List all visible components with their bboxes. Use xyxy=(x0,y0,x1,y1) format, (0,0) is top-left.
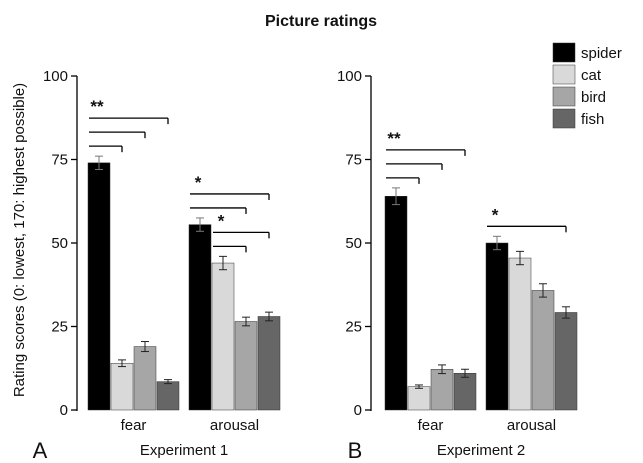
y-tick-label: 100 xyxy=(337,68,362,85)
y-tick-label: 75 xyxy=(51,152,68,169)
chart-title: Picture ratings xyxy=(265,13,377,30)
y-axis-label: Rating scores (0: lowest, 170: highest p… xyxy=(11,83,28,397)
bar-cat-fear xyxy=(110,362,134,411)
legend-label-bird: bird xyxy=(581,89,606,106)
bar-bird-arousal xyxy=(234,321,258,411)
significance-marker: * xyxy=(492,205,499,224)
legend-label-cat: cat xyxy=(581,67,602,84)
bar-spider-arousal xyxy=(485,242,509,411)
bar-spider-fear xyxy=(87,162,111,411)
y-tick-label: 50 xyxy=(51,235,68,252)
bar-bird-arousal xyxy=(531,290,555,411)
legend-swatch-spider xyxy=(552,42,576,63)
bar-cat-fear xyxy=(407,386,431,411)
experiment-label: Experiment 1 xyxy=(140,442,228,459)
bar-spider-fear xyxy=(384,195,408,411)
y-tick-label: 0 xyxy=(354,402,362,419)
bar-cat-arousal xyxy=(211,262,235,411)
y-tick-label: 25 xyxy=(51,319,68,336)
bar-cat-arousal xyxy=(508,257,532,411)
bar-bird-fear xyxy=(133,346,157,411)
panel-label: A xyxy=(33,438,48,463)
y-tick-label: 100 xyxy=(43,68,68,85)
bar-spider-arousal xyxy=(188,224,212,411)
legend-swatch-cat xyxy=(552,64,576,85)
legend-label-fish: fish xyxy=(581,111,604,128)
bar-fish-fear xyxy=(453,373,477,411)
category-label-fear: fear xyxy=(418,417,444,434)
y-tick-label: 25 xyxy=(345,319,362,336)
significance-marker: * xyxy=(218,211,225,230)
bar-bird-fear xyxy=(430,369,454,411)
significance-marker: * xyxy=(195,173,202,192)
experiment-label: Experiment 2 xyxy=(437,442,525,459)
y-tick-label: 50 xyxy=(345,235,362,252)
bar-fish-fear xyxy=(156,381,180,411)
legend-swatch-bird xyxy=(552,86,576,107)
category-label-fear: fear xyxy=(121,417,147,434)
bar-fish-arousal xyxy=(554,312,578,411)
y-tick-label: 0 xyxy=(60,402,68,419)
legend-swatch-fish xyxy=(552,108,576,129)
category-label-arousal: arousal xyxy=(507,417,556,434)
panel-label: B xyxy=(348,438,363,463)
bar-fish-arousal xyxy=(257,316,281,411)
category-label-arousal: arousal xyxy=(210,417,259,434)
legend-label-spider: spider xyxy=(581,45,622,62)
y-tick-label: 75 xyxy=(345,152,362,169)
significance-marker: ** xyxy=(387,129,401,148)
significance-marker: ** xyxy=(90,97,104,116)
